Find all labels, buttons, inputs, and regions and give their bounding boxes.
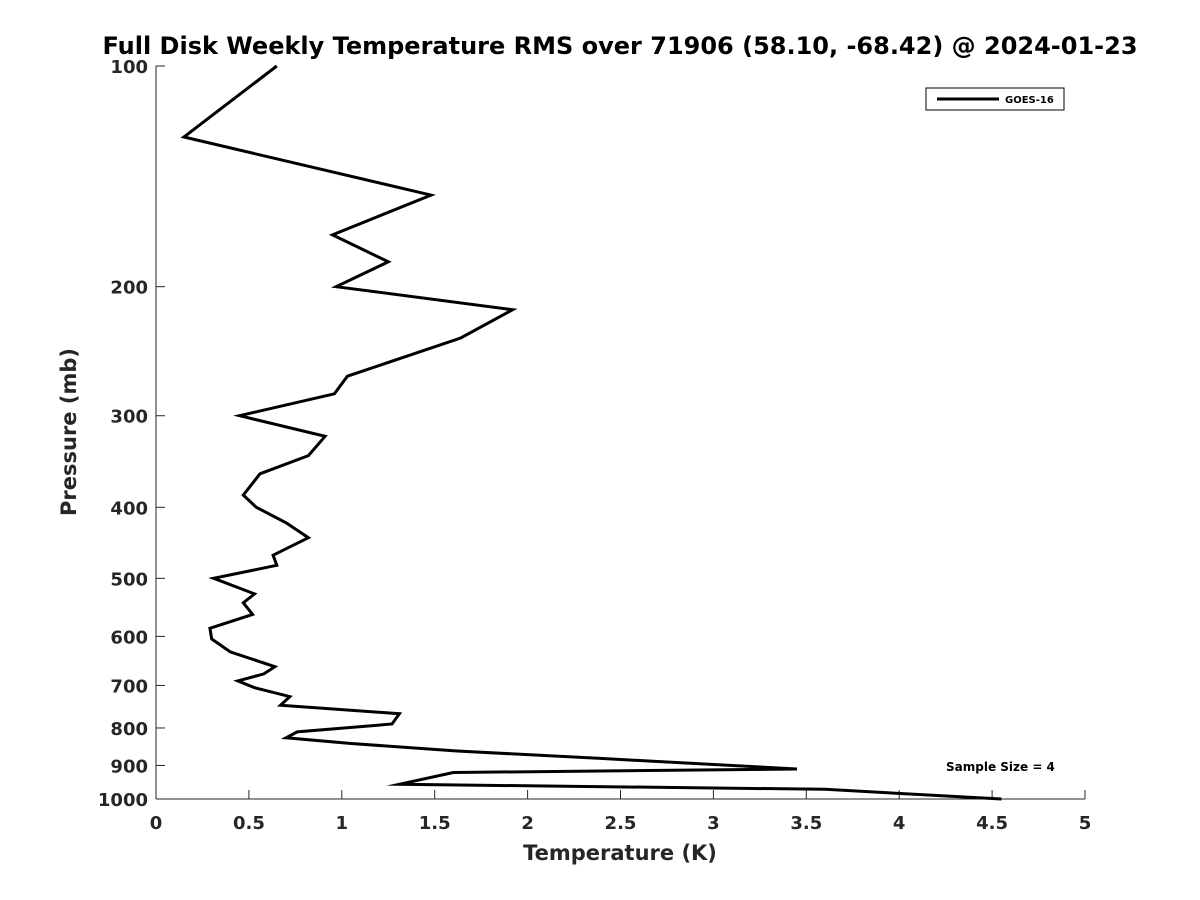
legend-entry-goes-16: GOES-16 (1005, 95, 1054, 106)
y-tick-label: 700 (110, 676, 148, 697)
x-tick-label: 4.5 (976, 813, 1008, 834)
y-axis-ticks: 100 200 300 400 500 600 700 800 900 1000 (98, 57, 165, 811)
series-group (180, 64, 1002, 801)
y-tick-label: 500 (110, 569, 148, 590)
chart-title: Full Disk Weekly Temperature RMS over 71… (102, 32, 1137, 60)
y-tick-label: 200 (110, 278, 148, 299)
legend: GOES-16 (925, 87, 1065, 111)
x-tick-label: 1.5 (419, 813, 451, 834)
y-tick-label: 100 (110, 57, 148, 78)
y-tick-label: 1000 (98, 790, 148, 811)
x-tick-label: 0.5 (233, 813, 265, 834)
x-tick-label: 3.5 (790, 813, 822, 834)
y-tick-label: 300 (110, 407, 148, 428)
y-tick-label: 900 (110, 756, 148, 777)
x-tick-label: 2.5 (605, 813, 637, 834)
sample-size-annotation: Sample Size = 4 (946, 760, 1055, 774)
plot-area (155, 66, 1085, 800)
series-line-goes-16 (180, 64, 1002, 801)
y-tick-label: 600 (110, 627, 148, 648)
x-tick-label: 2 (521, 813, 534, 834)
x-tick-label: 3 (707, 813, 720, 834)
plot-background (156, 66, 1085, 799)
x-tick-label: 4 (893, 813, 906, 834)
y-tick-label: 400 (110, 498, 148, 519)
y-tick-label: 800 (110, 719, 148, 740)
x-axis-label: Temperature (K) (523, 841, 717, 865)
x-tick-label: 1 (336, 813, 349, 834)
y-axis-label: Pressure (mb) (57, 348, 81, 516)
x-tick-label: 5 (1079, 813, 1092, 834)
x-tick-label: 0 (150, 813, 163, 834)
x-axis-ticks: 0 0.5 1 1.5 2 2.5 3 3.5 4 4.5 5 (150, 790, 1092, 834)
